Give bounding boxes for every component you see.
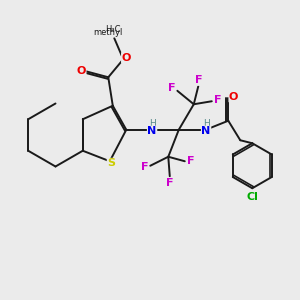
Text: O: O xyxy=(76,66,86,76)
Text: O: O xyxy=(122,53,131,63)
Text: Cl: Cl xyxy=(246,192,258,202)
Text: F: F xyxy=(214,95,221,105)
Text: N: N xyxy=(202,126,211,136)
Text: O: O xyxy=(229,92,238,102)
Text: H: H xyxy=(203,118,209,127)
Text: F: F xyxy=(140,162,148,172)
Text: F: F xyxy=(187,156,194,166)
Text: F: F xyxy=(168,83,176,93)
Text: H₃C: H₃C xyxy=(105,26,121,34)
Text: F: F xyxy=(166,178,173,188)
Text: F: F xyxy=(194,75,202,85)
Text: methyl: methyl xyxy=(94,28,123,37)
Text: S: S xyxy=(107,158,115,168)
Text: N: N xyxy=(148,126,157,136)
Text: H: H xyxy=(149,118,155,127)
